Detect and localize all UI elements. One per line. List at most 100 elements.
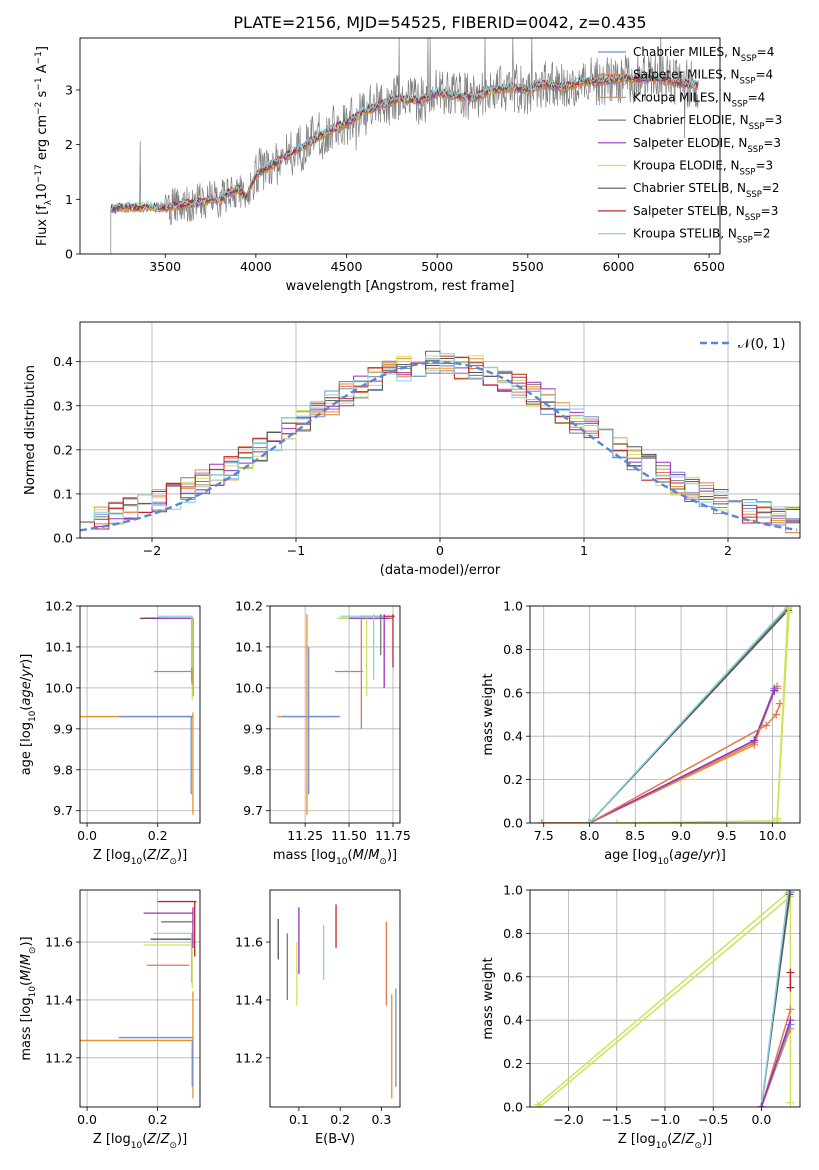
legend-entry: Salpeter ELODIE, NSSP=3: [633, 136, 781, 155]
mass-vs-Z-ytick-label: 11.6: [45, 935, 73, 950]
mass-weight-vs-Z-ytick-label: 1.0: [503, 883, 523, 898]
spectrum-xtick-label: 3500: [149, 259, 181, 274]
residuals-xtick-label: 2: [724, 543, 732, 558]
mass-weight-vs-Z-series-line: [537, 891, 789, 1106]
mass-vs-Z-xlabel: Z [log10(Z/Z⊙)]: [93, 1132, 187, 1151]
mass-vs-Z-plot-area: [80, 890, 200, 1107]
mass-weight-vs-Z-marker: [786, 1016, 795, 1025]
spectrum-xtick-label: 6000: [603, 259, 635, 274]
mass-weight-vs-age-frame: [529, 605, 801, 824]
spectrum-ytick-label: 3: [65, 82, 73, 97]
mass-weight-vs-Z-marker: [786, 1098, 795, 1107]
mass-weight-vs-Z-ytick-label: 0.4: [503, 1013, 523, 1028]
age-vs-Z-frame: [79, 605, 201, 824]
age-vs-Z-ytick-label: 9.9: [53, 721, 73, 736]
mass-vs-ebv-xtick-label: 0.1: [289, 1112, 309, 1127]
age-vs-Z-plot-area: [80, 606, 200, 823]
age-vs-Z-ytick-label: 10.1: [45, 639, 73, 654]
mass-weight-vs-age-xtick-label: 8.5: [625, 828, 645, 843]
age-vs-mass-xlabel: mass [log10(M/M⊙)]: [273, 848, 397, 867]
mass-vs-Z-xtick-label: 0.0: [77, 1112, 97, 1127]
age-vs-mass-ytick-label: 9.7: [243, 803, 263, 818]
age-vs-mass-ytick-label: 9.8: [243, 762, 263, 777]
age-vs-Z-ytick-label: 10.0: [45, 680, 73, 695]
mass-weight-vs-age-marker: [762, 721, 771, 730]
residuals-xlabel: (data-model)/error: [380, 563, 501, 578]
legend-entry: Chabrier STELIB, NSSP=2: [633, 181, 780, 200]
mass-vs-ebv-ytick-label: 11.4: [235, 992, 263, 1007]
mass-vs-ebv-frame: [269, 889, 401, 1108]
mass-vs-Z-frame: [79, 889, 201, 1108]
age-vs-Z-xtick-label: 0.2: [148, 828, 168, 843]
mass-weight-vs-Z-frame: [529, 889, 801, 1108]
mass-weight-vs-age-ytick-label: 1.0: [503, 599, 523, 614]
mass-weight-vs-age-marker: [585, 819, 594, 823]
figure-title: PLATE=2156, MJD=54525, FIBERID=0042, z=0…: [233, 13, 646, 32]
legend-entry: Salpeter MILES, NSSP=4: [633, 68, 773, 87]
age-vs-mass-panel: 11.25 11.50 11.75 9.7 9.8 9.9 10.0 10.1 10.2 mass…: [235, 599, 411, 868]
mass-weight-vs-Z-xtick-label: −1.5: [602, 1112, 632, 1127]
normal-legend-label: 𝒩(0, 1): [738, 337, 785, 352]
mass-weight-vs-age-xtick-label: 10.0: [759, 828, 787, 843]
mass-weight-vs-age-series-line: [589, 690, 776, 823]
mass-weight-vs-Z-plot-area: [530, 890, 800, 1107]
age-vs-mass-ytick-label: 10.1: [235, 639, 263, 654]
mass-vs-ebv-ytick-label: 11.2: [235, 1050, 263, 1065]
mass-weight-vs-age-ytick-label: 0.4: [503, 729, 523, 744]
mass-vs-ebv-xlabel: E(B-V): [315, 1132, 355, 1147]
mass-weight-vs-age-ytick-label: 0.8: [503, 642, 523, 657]
age-vs-mass-ytick-label: 10.0: [235, 680, 263, 695]
spectrum-xtick-label: 6500: [693, 259, 725, 274]
mass-vs-ebv-xtick-label: 0.2: [330, 1112, 350, 1127]
residuals-xtick-label: −1: [287, 543, 305, 558]
age-vs-mass-ytick-label: 10.2: [235, 599, 263, 614]
mass-vs-Z-ytick-label: 11.4: [45, 992, 73, 1007]
mass-weight-vs-age-ytick-label: 0.6: [503, 685, 523, 700]
residuals-frame: [79, 321, 801, 539]
spectrum-ytick-label: 1: [65, 192, 73, 207]
mass-weight-vs-Z-xtick-label: −2.0: [553, 1112, 583, 1127]
mass-weight-vs-age-xtick-label: 8.0: [580, 828, 600, 843]
mass-weight-vs-age-marker: [612, 819, 621, 823]
mass-weight-vs-age-marker: [770, 686, 779, 695]
residuals-ytick-label: 0.2: [53, 442, 73, 457]
observed-spectrum: [110, 38, 699, 254]
mass-weight-vs-Z-series-line: [760, 1019, 792, 1107]
mass-weight-vs-Z-series-line: [760, 890, 790, 1107]
mass-weight-vs-age-series-line: [541, 687, 778, 823]
spectrum-ytick-label: 0: [65, 247, 73, 262]
spectrum-panel: 3500 4000 4500 5000 5500 6000 6500 0 1 2 3 waveleng…: [34, 37, 782, 294]
spectrum-ylabel: Flux [fλ10−17 erg cm−2 s−1 A−1]: [34, 46, 54, 246]
spectrum-plot-area: [110, 38, 699, 254]
mass-weight-vs-Z-marker: [786, 983, 795, 992]
age-vs-mass-frame: [269, 605, 401, 824]
mass-vs-Z-panel: 0.0 0.2 11.2 11.4 11.6 Z [log10(Z/Z⊙)] mass [l…: [19, 889, 201, 1151]
mass-weight-vs-age-panel: 7.5 8.0 8.5 9.0 9.5 10.0 0.0 0.2 0.4 0.6 0.8 1.0 age…: [481, 599, 801, 867]
spectrum-xtick-label: 5000: [421, 259, 453, 274]
mass-weight-vs-age-marker: [750, 736, 759, 745]
spectrum-legend: Chabrier MILES, NSSP=4 Salpeter MILES, NS…: [598, 45, 782, 246]
age-vs-mass-plot-area: [270, 606, 400, 823]
residual-histogram-8: [80, 353, 800, 524]
spectrum-xtick-label: 4500: [331, 259, 363, 274]
mass-vs-ebv-xtick-label: 0.3: [371, 1112, 391, 1127]
mass-weight-vs-Z-marker: [757, 1103, 766, 1107]
mass-weight-vs-age-xtick-label: 7.5: [534, 828, 554, 843]
mass-weight-vs-age-marker: [784, 606, 793, 610]
mass-weight-vs-Z-xlabel: Z [log10(Z/Z⊙)]: [618, 1132, 712, 1151]
residuals-xtick-label: −2: [143, 543, 161, 558]
mass-weight-vs-age-marker: [537, 819, 546, 823]
normal-reference-curve: [80, 360, 798, 532]
residuals-xtick-label: 0: [436, 543, 444, 558]
mass-weight-vs-age-series-line: [589, 703, 781, 823]
mass-weight-vs-Z-xtick-label: −0.5: [698, 1112, 728, 1127]
age-vs-Z-panel: 0.0 0.2 9.7 9.8 9.9 10.0 10.1 10.2 Z [log10(Z/Z⊙…: [19, 599, 201, 867]
mass-weight-vs-age-plot-area: [530, 606, 800, 823]
age-vs-mass-ytick-label: 9.9: [243, 721, 263, 736]
mass-weight-vs-age-ytick-label: 0.2: [503, 772, 523, 787]
legend-entry: Kroupa STELIB, NSSP=2: [633, 227, 771, 246]
mass-vs-Z-ylabel: mass [log10(M/M⊙)]: [19, 936, 38, 1060]
residuals-xtick-label: 1: [580, 543, 588, 558]
age-vs-Z-xlabel: Z [log10(Z/Z⊙)]: [93, 848, 187, 867]
